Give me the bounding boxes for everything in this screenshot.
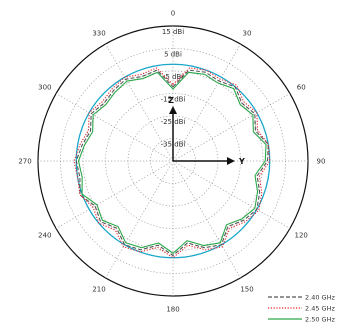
angle-tick-label: 210 xyxy=(92,286,105,294)
radial-tick-label: 5 dBi xyxy=(164,51,182,59)
y-axis-arrowhead xyxy=(227,157,235,165)
z-axis-arrowhead xyxy=(169,106,177,114)
radial-tick-label: 15 dBi xyxy=(162,28,184,36)
angle-tick-label: 330 xyxy=(92,29,105,37)
angle-tick-label: 120 xyxy=(295,232,308,240)
radial-tick-label: -5 dBi xyxy=(163,73,183,81)
coordinate-axes: Z Y xyxy=(168,96,245,166)
series-line-1 xyxy=(75,69,269,257)
angular-tick-labels: 0 30 60 90 120 150 180 210 240 270 300 330 xyxy=(18,10,325,314)
grid-spoke xyxy=(105,43,174,162)
legend: 2.40 GHz 2.45 GHz 2.50 GHz xyxy=(268,294,335,324)
angle-tick-label: 30 xyxy=(243,29,252,37)
angle-tick-label: 270 xyxy=(18,158,31,166)
polar-grid xyxy=(38,26,308,296)
series-lines xyxy=(73,67,271,259)
legend-entry-label: 2.50 GHz xyxy=(305,316,335,324)
angle-tick-label: 300 xyxy=(38,84,51,92)
legend-entry-label: 2.45 GHz xyxy=(305,305,335,313)
angle-tick-label: 60 xyxy=(297,84,306,92)
grid-spoke xyxy=(172,160,291,229)
legend-entry-label: 2.40 GHz xyxy=(305,294,335,302)
angle-tick-label: 0 xyxy=(171,10,175,18)
angle-tick-label: 180 xyxy=(166,306,179,314)
angle-tick-label: 240 xyxy=(38,232,51,240)
z-axis-label: Z xyxy=(168,96,174,105)
series-line-2 xyxy=(73,67,271,259)
series-line-3 xyxy=(77,71,267,254)
angle-tick-label: 90 xyxy=(317,158,326,166)
grid-spoke xyxy=(55,160,174,229)
grid-spoke xyxy=(105,160,174,279)
grid-spoke xyxy=(172,43,241,162)
radial-tick-label: -15 dBi xyxy=(161,96,186,104)
y-axis-label: Y xyxy=(238,157,245,166)
angle-tick-label: 150 xyxy=(240,286,253,294)
grid-spoke xyxy=(172,93,291,162)
grid-spoke xyxy=(55,93,174,162)
grid-spoke xyxy=(172,160,241,279)
